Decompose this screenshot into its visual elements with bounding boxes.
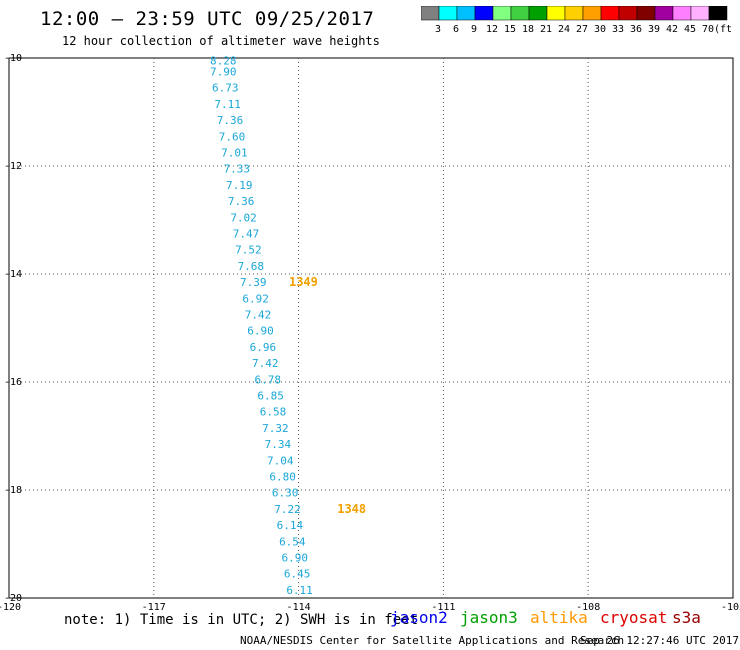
wave-height-point: 6.90 [247,325,274,338]
wave-height-point: 7.19 [226,179,253,192]
footnote: note: 1) Time is in UTC; 2) SWH is in fe… [64,612,419,628]
colorbar-label: 6 [453,24,459,35]
x-tick-label: -108 [576,602,600,613]
wave-height-point: 7.39 [240,276,267,289]
wave-height-point: 6.92 [242,292,269,305]
colorbar-label: 15 [504,24,516,35]
x-tick-label: -105 [721,602,740,613]
wave-height-point: 6.14 [277,519,304,532]
wave-height-point: 7.42 [252,357,279,370]
wave-height-point: 7.42 [245,309,272,322]
pass-time-label: 1348 [337,502,366,516]
wave-height-point: 6.85 [257,390,284,403]
y-tick-label: -14 [4,269,22,280]
wave-height-point: 7.32 [262,422,289,435]
x-tick-label: -117 [142,602,166,613]
legend-s3a: s3a [672,608,701,627]
wave-height-point: 6.54 [279,535,306,548]
wave-height-point: 7.90 [210,66,237,79]
wave-height-point: 7.11 [214,98,241,111]
colorbar-label: 39 [648,24,660,35]
y-tick-label: -12 [4,161,22,172]
wave-height-point: 7.22 [274,503,301,516]
wave-height-point: 7.36 [228,195,255,208]
wave-height-point: 6.58 [260,406,287,419]
chart-subtitle: 12 hour collection of altimeter wave hei… [62,34,380,48]
colorbar-swatch [708,6,728,21]
colorbar-label: 33 [612,24,624,35]
wave-height-point: 7.01 [221,147,248,160]
colorbar-label: (ft) [714,24,731,35]
y-tick-label: -16 [4,377,22,388]
wave-height-point: 7.33 [224,163,251,176]
colorbar-label: 21 [540,24,552,35]
wave-height-point: 7.02 [230,211,257,224]
legend-cryosat: cryosat [600,608,668,627]
wave-height-point: 6.30 [272,487,299,500]
wave-height-point: 7.47 [233,228,260,241]
wave-height-point: 8.28 [210,55,237,68]
wave-height-point: 6.45 [284,568,311,581]
chart-title: 12:00 — 23:59 UTC 09/25/2017 [40,8,375,30]
y-tick-label: -10 [4,53,22,64]
y-tick-label: -18 [4,485,22,496]
wave-height-point: 7.68 [238,260,265,273]
plot-frame [8,57,734,599]
wave-height-point: 7.52 [235,244,262,257]
legend-altika: altika [530,608,588,627]
pass-time-label: 1349 [289,275,318,289]
wave-height-point: 6.78 [254,373,281,386]
colorbar-label: 12 [486,24,498,35]
wave-height-point: 7.36 [217,114,244,127]
colorbar-label: 36 [630,24,642,35]
generated-timestamp: Sep 26 12:27:46 UTC 2017 [580,634,739,647]
y-tick-label: -20 [4,593,22,604]
colorbar-label: 9 [471,24,477,35]
colorbar-label: 70 [702,24,714,35]
colorbar-label: 42 [666,24,678,35]
x-tick-label: -111 [431,602,455,613]
colorbar-label: 24 [558,24,570,35]
colorbar-label: 3 [435,24,441,35]
colorbar-label: 45 [684,24,696,35]
legend-jason2: jason2 [390,608,448,627]
wave-height-point: 7.34 [265,438,292,451]
x-tick-label: -114 [287,602,311,613]
wave-height-point: 6.90 [281,552,308,565]
wave-height-point: 6.73 [212,82,239,95]
wave-height-point: 6.11 [286,584,313,597]
wave-height-point: 6.96 [250,341,277,354]
colorbar-label: 18 [522,24,534,35]
colorbar-label: 27 [576,24,588,35]
wave-height-point: 7.04 [267,454,294,467]
credit-line: NOAA/NESDIS Center for Satellite Applica… [240,634,625,647]
colorbar-label: 30 [594,24,606,35]
x-tick-label: -120 [0,602,21,613]
wave-height-point: 6.80 [269,471,296,484]
wave-height-point: 7.60 [219,130,246,143]
legend-jason3: jason3 [460,608,518,627]
